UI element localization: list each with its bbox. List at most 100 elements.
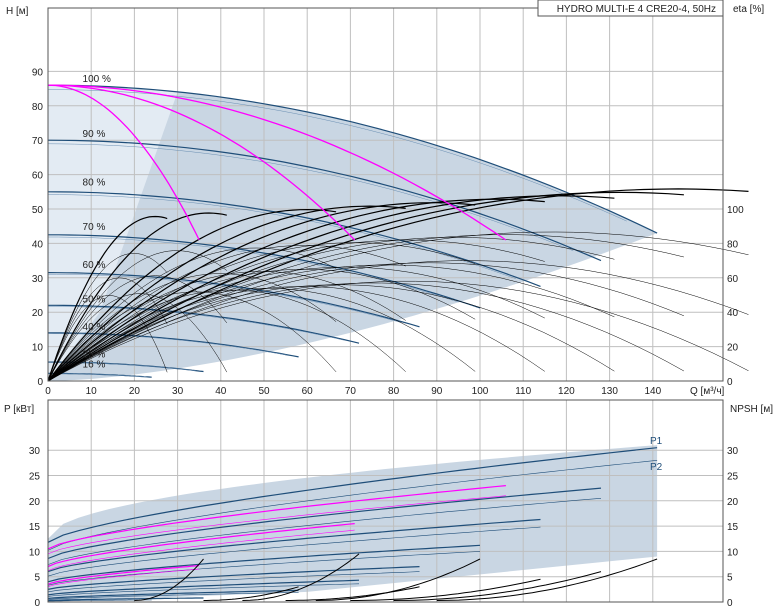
pump-curve-thin <box>47 89 627 222</box>
efficiency-curve <box>47 264 615 382</box>
top-x-tick: 30 <box>172 386 184 397</box>
top-y-tick: 70 <box>32 136 44 147</box>
system-curve <box>47 84 507 241</box>
npsh-curve <box>242 553 360 601</box>
bottom-y2-tick: 25 <box>727 472 739 483</box>
efficiency-curve <box>47 195 615 382</box>
bottom-y2-tick: 5 <box>727 573 733 584</box>
speed-label: 25 % <box>83 349 106 360</box>
top-y-label: H [м] <box>6 6 29 17</box>
pump-curve-thin <box>47 143 574 252</box>
power-curve-system <box>47 529 355 571</box>
top-y-tick: 60 <box>32 171 44 182</box>
bottom-y-tick: 15 <box>29 522 41 533</box>
bottom-y-tick: 25 <box>29 472 41 483</box>
bottom-y2-tick: 10 <box>727 547 739 558</box>
efficiency-curve <box>47 284 615 382</box>
top-y-tick: 30 <box>32 274 44 285</box>
power-curve <box>47 526 541 577</box>
efficiency-curve <box>47 198 545 382</box>
bottom-y2-label: NPSH [м] <box>730 404 773 415</box>
npsh-curve <box>285 586 420 601</box>
bottom-y2-tick: 20 <box>727 497 739 508</box>
efficiency-curve <box>47 277 168 382</box>
bottom-y2-tick: 0 <box>727 598 733 609</box>
efficiency-curve <box>47 273 337 382</box>
power-curve-system <box>47 565 200 585</box>
title-box <box>537 0 724 17</box>
efficiency-curve <box>47 208 337 382</box>
efficiency-curve <box>47 286 545 382</box>
power-curve <box>47 589 299 600</box>
power-curve <box>47 597 204 602</box>
efficiency-curve <box>47 266 545 382</box>
power-curve-system <box>47 495 506 555</box>
efficiency-curve <box>47 262 684 382</box>
efficiency-curve <box>47 250 227 382</box>
power-curve <box>47 551 481 586</box>
power-curve <box>47 487 602 560</box>
top-x-tick: 140 <box>644 386 661 397</box>
pump-curve-thin <box>48 306 344 341</box>
system-curve <box>47 84 356 241</box>
top-x-tick: 40 <box>215 386 227 397</box>
top-x-tick: 120 <box>558 386 575 397</box>
speed-label: 16 % <box>83 360 106 371</box>
npsh-curve <box>134 558 204 601</box>
speed-label: 80 % <box>83 177 106 188</box>
p2-label: P2 <box>650 462 663 473</box>
power-curve <box>47 592 299 600</box>
speed-label: 70 % <box>83 222 106 233</box>
npsh-curve <box>436 558 658 601</box>
top-y2-tick: 40 <box>727 308 739 319</box>
efficiency-curve <box>47 231 749 382</box>
top-x-tick: 130 <box>601 386 618 397</box>
top-x-label: Q [м³/ч] <box>690 386 725 397</box>
top-tick-labels: 0 10 20 30 40 50 60 70 80 90 100 110 120 130 140 0 10 20 3… <box>32 67 744 397</box>
top-y2-tick: 0 <box>727 377 733 388</box>
efficiency-curve <box>47 271 406 382</box>
efficiency-curve <box>47 280 749 382</box>
bottom-y-tick: 0 <box>34 598 40 609</box>
top-y2-tick: 80 <box>727 239 739 250</box>
npsh-curve <box>315 558 481 601</box>
bottom-y2-tick: 30 <box>727 446 739 457</box>
efficiency-curve <box>47 247 337 382</box>
efficiency-curve <box>47 239 545 382</box>
p1-label: P1 <box>650 436 663 447</box>
pump-curve <box>47 84 658 234</box>
efficiency-curve <box>47 212 227 382</box>
top-y-tick: 40 <box>32 239 44 250</box>
bottom-tick-labels: 0 5 10 15 20 25 30 0 5 10 15 20 25 30 <box>29 446 739 609</box>
pump-curve-thin <box>47 194 516 279</box>
efficiency-curve <box>47 205 406 382</box>
chart-title: HYDRO MULTI-E 4 CRE20-4, 50Hz <box>557 4 716 15</box>
speed-label: 60 % <box>83 260 106 271</box>
pump-curve <box>47 332 299 358</box>
top-x-tick: 100 <box>472 386 489 397</box>
efficiency-curve <box>47 295 168 382</box>
efficiency-curve <box>47 288 476 382</box>
top-y2-label: eta [%] <box>733 4 764 15</box>
speed-label: 50 % <box>83 294 106 305</box>
pump-curve-thin <box>48 274 401 323</box>
top-speed-labels: 100 % 90 % 80 % 70 % 60 % 50 % 40 % 25 %16 % <box>83 74 111 371</box>
power-curve <box>47 599 152 602</box>
npsh-curve <box>350 578 541 601</box>
npsh-curve <box>393 571 602 601</box>
efficiency-curve <box>47 269 476 382</box>
efficiency-curve <box>47 202 476 382</box>
power-curve <box>47 583 360 597</box>
power-curve <box>47 447 658 543</box>
top-y-tick: 0 <box>37 377 43 388</box>
npsh-curve <box>203 586 299 601</box>
efficiency-curve <box>47 291 337 382</box>
top-plot-frame <box>47 7 724 382</box>
pump-curve <box>48 234 481 309</box>
efficiency-curve <box>47 188 749 382</box>
top-x-tick: 60 <box>302 386 314 397</box>
top-y2-tick: 20 <box>727 343 739 354</box>
efficiency-curve <box>47 289 406 382</box>
top-y2-tick: 100 <box>727 205 744 216</box>
